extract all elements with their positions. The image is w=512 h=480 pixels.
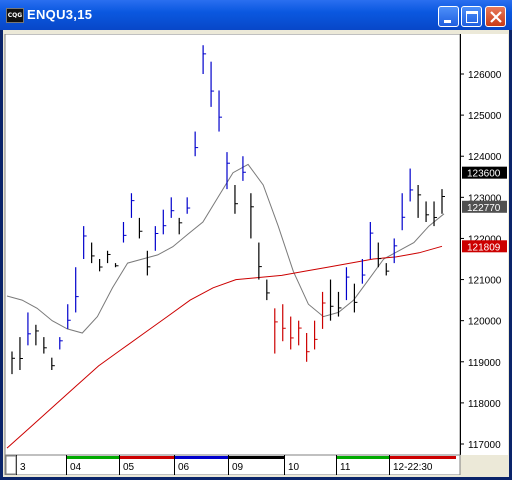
price-tag-label-ma_fast: 122770 xyxy=(467,203,501,214)
price-tag-last xyxy=(462,166,507,179)
session-bar xyxy=(66,456,119,459)
session-bar xyxy=(16,456,66,459)
price-tick-label: 118000 xyxy=(468,399,501,410)
time-tick-label: 11 xyxy=(340,462,351,473)
session-bar xyxy=(119,456,174,459)
time-tick-label: 10 xyxy=(288,462,300,473)
price-tick-label: 126000 xyxy=(468,70,502,81)
session-bar xyxy=(284,456,336,459)
minimize-button[interactable] xyxy=(438,6,459,27)
maximize-icon xyxy=(466,11,478,23)
time-tick-label: 09 xyxy=(232,462,244,473)
price-tick-label: 125000 xyxy=(468,111,502,122)
close-icon xyxy=(490,11,502,23)
scroll-handle[interactable] xyxy=(5,455,17,475)
cqg-app-icon[interactable]: CQG xyxy=(6,8,24,23)
time-axis[interactable] xyxy=(4,454,461,475)
session-bar xyxy=(336,456,389,459)
session-bar xyxy=(228,456,284,459)
title-bar[interactable]: CQG ENQU3,15 xyxy=(0,0,512,30)
time-tick-label: 04 xyxy=(70,462,82,473)
price-tag-ma_slow xyxy=(462,240,507,253)
close-button[interactable] xyxy=(485,6,506,27)
plot-area[interactable] xyxy=(4,34,461,456)
price-chart[interactable]: 117000 118000 119000 120000 121000 122000 1230… xyxy=(4,34,508,475)
session-bar xyxy=(389,456,456,459)
price-tick-label: 123000 xyxy=(468,193,502,204)
price-tick-label: 121000 xyxy=(468,276,502,287)
minimize-icon xyxy=(444,20,451,23)
ma-fast-line xyxy=(6,163,445,334)
ma-slow-line xyxy=(6,245,443,449)
time-tick-label: 12-22:30 xyxy=(393,462,433,473)
price-tag-label-ma_slow: 121809 xyxy=(467,242,501,253)
price-tag-label-last: 123600 xyxy=(467,169,501,180)
price-tick-label: 120000 xyxy=(468,317,502,328)
session-bar xyxy=(174,456,228,459)
price-tick-label: 124000 xyxy=(468,152,502,163)
price-tick-label: 122000 xyxy=(468,234,502,245)
price-tick-label: 119000 xyxy=(468,358,501,369)
time-tick-label: 06 xyxy=(178,462,190,473)
maximize-button[interactable] xyxy=(461,6,482,27)
time-tick-label: 3 xyxy=(20,462,26,473)
window-title: ENQU3,15 xyxy=(27,7,93,22)
price-tag-ma_fast xyxy=(462,200,507,213)
price-tick-label: 117000 xyxy=(468,440,501,451)
time-tick-label: 05 xyxy=(123,462,135,473)
